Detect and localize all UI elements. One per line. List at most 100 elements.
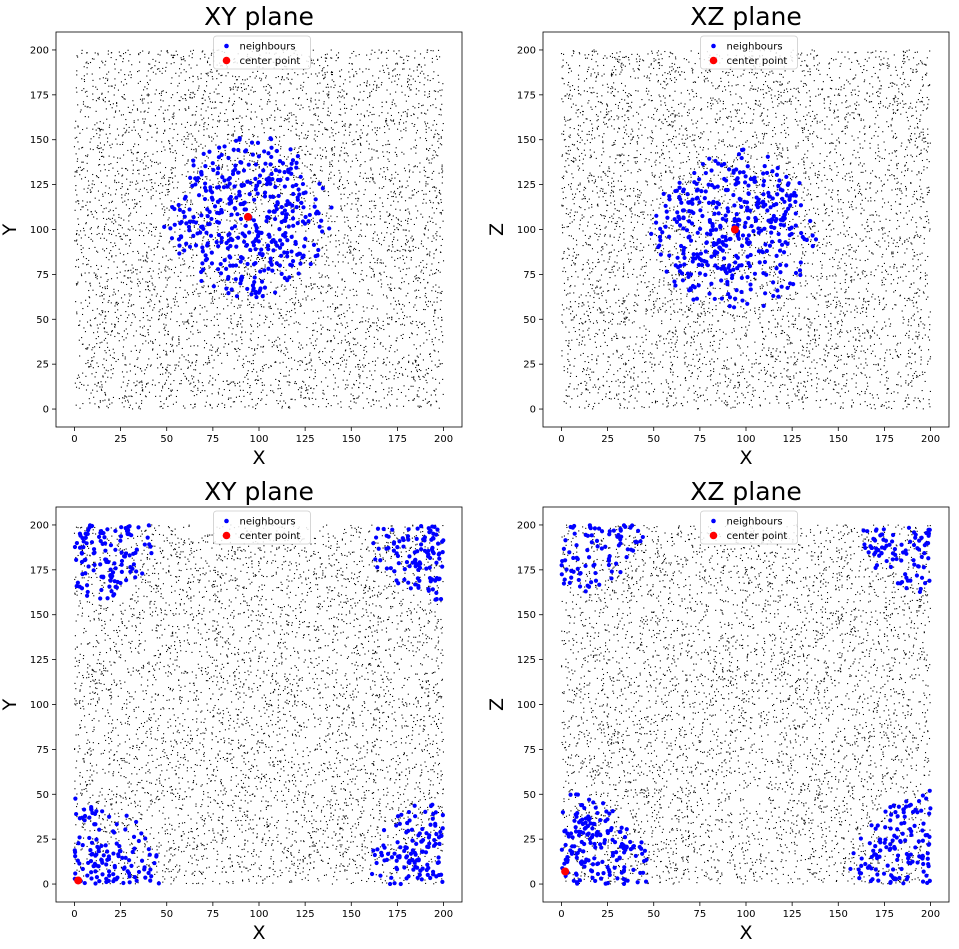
background-point	[115, 360, 117, 363]
background-point	[384, 132, 386, 134]
background-point	[434, 312, 436, 314]
background-point	[318, 406, 320, 408]
background-point	[236, 79, 238, 81]
background-point	[108, 100, 110, 102]
background-point	[185, 94, 187, 96]
background-point	[124, 356, 126, 358]
background-point	[370, 224, 372, 226]
background-point	[393, 225, 395, 227]
background-point	[338, 314, 340, 316]
background-point	[375, 204, 377, 207]
background-point	[398, 372, 401, 375]
background-point	[384, 236, 386, 238]
background-point	[255, 273, 257, 276]
background-point	[95, 371, 97, 373]
background-point	[281, 77, 283, 79]
background-point	[302, 298, 304, 300]
background-point	[351, 68, 353, 70]
background-point	[250, 103, 252, 105]
background-point	[414, 107, 416, 109]
background-point	[442, 220, 444, 222]
background-point	[373, 200, 375, 202]
background-point	[118, 214, 120, 216]
background-point	[277, 336, 279, 338]
background-point	[407, 74, 410, 76]
background-point	[115, 303, 117, 305]
background-point	[142, 118, 144, 120]
background-point	[193, 386, 195, 388]
background-point	[158, 318, 160, 320]
background-point	[348, 406, 350, 408]
background-point	[344, 280, 346, 283]
background-point	[350, 166, 352, 168]
background-point	[99, 134, 101, 136]
background-point	[377, 157, 379, 159]
background-point	[277, 308, 279, 310]
background-point	[395, 53, 398, 55]
background-point	[157, 163, 159, 165]
background-point	[389, 214, 391, 216]
background-point	[187, 319, 189, 321]
background-point	[356, 208, 358, 210]
background-point	[371, 156, 373, 158]
background-point	[440, 109, 442, 111]
background-point	[164, 130, 166, 132]
background-point	[439, 56, 441, 58]
background-point	[111, 85, 113, 87]
background-point	[218, 280, 220, 283]
background-point	[413, 344, 415, 346]
background-point	[132, 267, 134, 269]
background-point	[190, 181, 192, 183]
background-point	[178, 343, 180, 345]
background-point	[149, 159, 152, 161]
background-point	[271, 225, 273, 227]
background-point	[425, 185, 427, 187]
background-point	[413, 398, 415, 400]
background-point	[83, 188, 85, 190]
background-point	[438, 407, 440, 409]
background-point	[216, 232, 218, 234]
background-point	[263, 306, 265, 308]
background-point	[230, 318, 232, 320]
background-point	[154, 182, 156, 184]
background-point	[137, 366, 139, 368]
background-point	[230, 88, 232, 90]
background-point	[165, 350, 167, 352]
background-point	[144, 335, 146, 337]
background-point	[255, 270, 257, 273]
background-point	[130, 280, 132, 282]
background-point	[146, 88, 148, 90]
background-point	[359, 68, 361, 70]
background-point	[430, 105, 432, 107]
background-point	[163, 118, 165, 120]
background-point	[425, 140, 428, 142]
background-point	[219, 352, 221, 354]
background-point	[374, 223, 376, 226]
background-point	[401, 186, 403, 188]
background-point	[346, 180, 348, 182]
background-point	[298, 220, 300, 222]
background-point	[115, 138, 117, 140]
background-point	[161, 150, 163, 153]
background-point	[175, 123, 177, 125]
background-point	[304, 257, 306, 259]
background-point	[217, 391, 219, 393]
background-point	[253, 126, 256, 128]
background-point	[365, 68, 367, 70]
background-point	[127, 169, 129, 171]
background-point	[247, 202, 249, 204]
background-point	[408, 84, 410, 86]
background-point	[261, 108, 263, 110]
background-point	[294, 312, 296, 314]
background-point	[255, 168, 257, 170]
background-point	[435, 233, 437, 235]
background-point	[87, 384, 89, 386]
background-point	[258, 227, 260, 229]
background-point	[419, 162, 421, 164]
background-point	[421, 323, 423, 325]
background-point	[350, 124, 352, 126]
background-point	[300, 386, 303, 388]
background-point	[150, 125, 152, 127]
background-point	[412, 78, 414, 80]
background-point	[390, 204, 392, 206]
